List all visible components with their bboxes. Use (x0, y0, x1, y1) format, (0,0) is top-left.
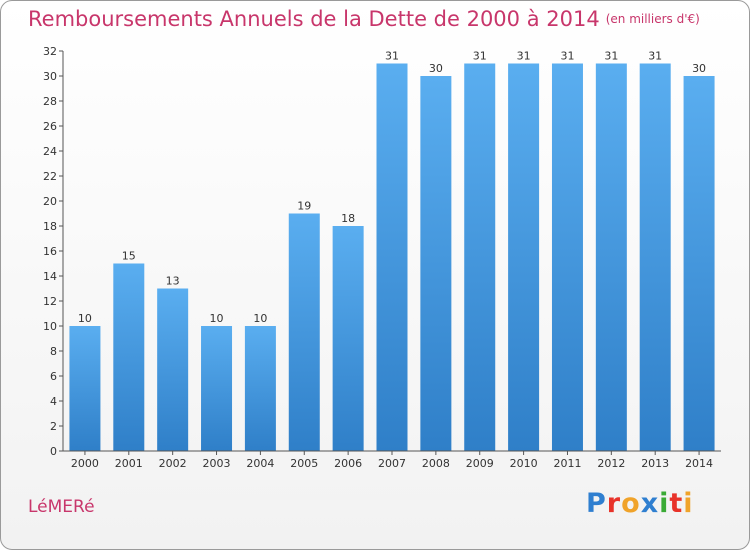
bar-value-label: 30 (692, 62, 706, 75)
y-tick-label: 12 (43, 295, 57, 308)
y-tick-label: 2 (50, 420, 57, 433)
bar-value-label: 31 (648, 50, 662, 63)
y-tick-label: 26 (43, 120, 57, 133)
y-tick-label: 6 (50, 370, 57, 383)
bar-value-label: 31 (517, 50, 531, 63)
bar (683, 76, 715, 451)
x-tick-label: 2005 (290, 457, 318, 470)
chart-title: Remboursements Annuels de la Dette de 20… (28, 7, 700, 31)
y-tick-label: 20 (43, 195, 57, 208)
bar-value-label: 30 (429, 62, 443, 75)
bar (69, 326, 101, 451)
logo-letter: o (621, 488, 641, 519)
logo-letter: P (586, 488, 607, 519)
chart-unit: (en milliers d'€) (605, 12, 700, 26)
x-axis: 2000 2001 2002 2003 2004 2005 2006 2007 2008 2009… (63, 450, 721, 470)
bar (244, 326, 276, 451)
town-name: LéMERé (28, 497, 95, 517)
bar (113, 263, 145, 451)
x-tick-label: 2010 (510, 457, 538, 470)
bar-value-label: 31 (385, 50, 399, 63)
bar-value-label: 15 (122, 250, 136, 263)
bar-value-label: 10 (210, 312, 224, 325)
proxiti-logo: Proxiti (586, 488, 694, 519)
x-tick-label: 2007 (378, 457, 406, 470)
logo-letter: t (669, 488, 684, 519)
bar (551, 63, 583, 451)
y-tick-label: 0 (50, 445, 57, 458)
x-tick-label: 2011 (553, 457, 581, 470)
x-tick-label: 2009 (466, 457, 494, 470)
logo-letter: i (659, 488, 670, 519)
bar (420, 76, 452, 451)
y-tick-label: 4 (50, 395, 57, 408)
logo-letter: x (640, 488, 660, 519)
x-tick-label: 2000 (71, 457, 99, 470)
x-tick-label: 2006 (334, 457, 362, 470)
y-tick-label: 24 (43, 145, 57, 158)
y-tick-label: 28 (43, 95, 57, 108)
bar-value-label: 31 (473, 50, 487, 63)
y-tick-label: 14 (43, 270, 57, 283)
bar-value-label: 19 (297, 200, 311, 213)
logo-letter: i (683, 488, 694, 519)
y-tick-label: 16 (43, 245, 57, 258)
bar-value-label: 18 (341, 212, 355, 225)
bar-series: 10 15 13 10 10 19 18 31 30 31 31 31 31 31 30 (69, 50, 715, 451)
x-tick-label: 2004 (246, 457, 274, 470)
bar (464, 63, 496, 451)
x-tick-label: 2001 (115, 457, 143, 470)
y-tick-label: 32 (43, 45, 57, 58)
x-tick-label: 2012 (597, 457, 625, 470)
bar (157, 288, 189, 451)
x-tick-label: 2008 (422, 457, 450, 470)
x-tick-label: 2003 (203, 457, 231, 470)
y-tick-label: 8 (50, 345, 57, 358)
logo-letter: r (606, 488, 622, 519)
y-tick-label: 18 (43, 220, 57, 233)
bar (376, 63, 408, 451)
chart-title-text: Remboursements Annuels de la Dette de 20… (28, 7, 600, 31)
bar-value-label: 31 (560, 50, 574, 63)
y-tick-label: 10 (43, 320, 57, 333)
y-tick-label: 22 (43, 170, 57, 183)
bar (288, 213, 320, 451)
bar-value-label: 13 (166, 275, 180, 288)
bar-value-label: 10 (78, 312, 92, 325)
y-tick-label: 30 (43, 70, 57, 83)
bar-value-label: 31 (604, 50, 618, 63)
bar (595, 63, 627, 451)
bar (639, 63, 671, 451)
x-tick-label: 2002 (159, 457, 187, 470)
bar (508, 63, 540, 451)
x-tick-label: 2014 (685, 457, 713, 470)
bar-value-label: 10 (253, 312, 267, 325)
x-tick-label: 2013 (641, 457, 669, 470)
bar (332, 226, 364, 451)
bar (201, 326, 233, 451)
